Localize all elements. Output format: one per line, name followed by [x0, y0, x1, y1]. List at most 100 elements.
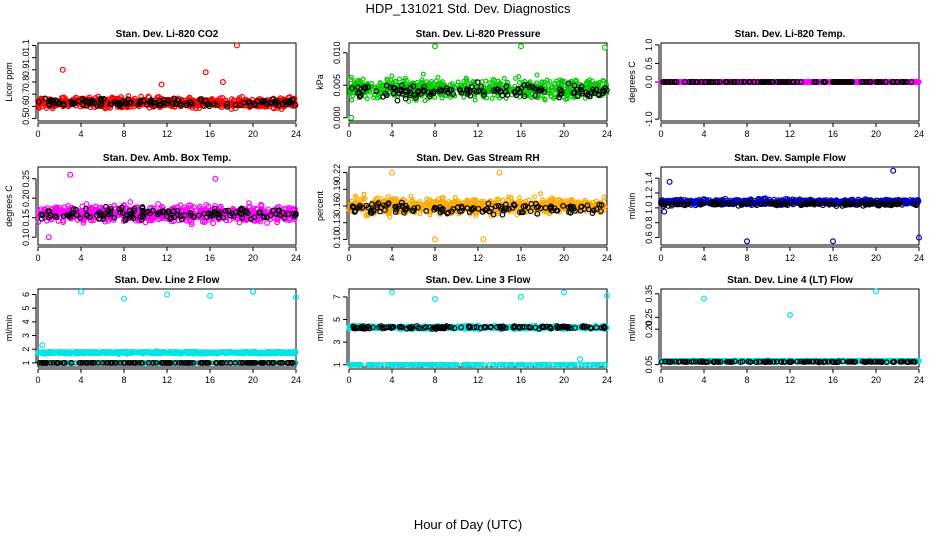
y-tick-label: 0.9: [21, 64, 31, 77]
data-point: [67, 171, 74, 178]
x-tick-label: 16: [828, 129, 838, 139]
data-point: [213, 102, 220, 108]
data-point: [407, 84, 414, 91]
x-tick-label: 20: [248, 129, 258, 139]
y-tick-label: 0.010: [332, 41, 342, 64]
x-tick-label: 4: [389, 129, 394, 139]
data-point: [224, 103, 230, 110]
data-point: [172, 100, 179, 107]
data-point: [68, 101, 75, 107]
y-axis-label: degrees C: [627, 61, 637, 103]
data-point: [348, 74, 354, 80]
data-point: [419, 80, 425, 86]
data-point: [97, 103, 104, 109]
x-tick-label: 8: [744, 253, 749, 263]
data-point: [489, 95, 495, 101]
data-point: [829, 238, 836, 245]
panel-title: Stan. Dev. Li-820 Temp.: [735, 29, 846, 40]
y-tick-label: 0.6: [21, 100, 31, 113]
y-axis-label: percent: [315, 190, 325, 221]
x-tick-label: 12: [473, 129, 483, 139]
data-point: [481, 89, 487, 96]
data-point: [136, 100, 143, 106]
data-point: [348, 77, 354, 83]
data-point: [247, 102, 254, 109]
data-point: [890, 167, 897, 174]
data-point: [360, 76, 366, 82]
x-tick-label: 12: [162, 129, 172, 139]
series-points: [35, 171, 299, 241]
data-point: [541, 89, 548, 95]
data-point: [679, 79, 686, 85]
x-tick-label: 24: [291, 253, 301, 263]
x-tick-label: 20: [871, 253, 881, 263]
data-point: [571, 82, 578, 89]
data-point: [545, 90, 551, 96]
data-point: [603, 87, 610, 93]
data-point: [45, 234, 52, 241]
x-tick-label: 12: [162, 253, 172, 263]
data-point: [410, 83, 417, 90]
x-tick-label: 16: [205, 375, 215, 385]
x-tick-label: 8: [121, 129, 126, 139]
data-point: [362, 93, 368, 99]
data-point: [461, 94, 467, 100]
data-point: [481, 94, 487, 100]
x-tick-label: 16: [828, 253, 838, 263]
y-tick-label: 0.7: [21, 88, 31, 101]
y-tick-label: 1.1: [21, 39, 31, 52]
x-tick-label: 0: [346, 129, 351, 139]
x-tick-label: 4: [78, 129, 83, 139]
series-points: [35, 288, 300, 366]
x-tick-label: 0: [35, 253, 40, 263]
x-tick-label: 20: [248, 253, 258, 263]
data-point: [42, 95, 49, 102]
x-tick-label: 20: [248, 375, 258, 385]
data-point: [388, 77, 394, 83]
x-tick-label: 24: [602, 253, 612, 263]
data-point: [563, 96, 569, 102]
x-tick-label: 24: [914, 253, 924, 263]
data-point: [521, 82, 528, 89]
data-point: [392, 79, 398, 85]
data-point: [480, 236, 487, 243]
y-axis-label: ml/min: [627, 193, 637, 220]
data-point: [574, 93, 581, 100]
data-point: [390, 84, 397, 91]
data-point: [125, 93, 132, 100]
data-point: [566, 87, 572, 93]
x-tick-label: 12: [785, 253, 795, 263]
data-point: [200, 102, 206, 109]
data-point: [389, 169, 396, 176]
data-point: [433, 83, 439, 89]
chart-panel-3: Stan. Dev. Li-820 Temp.0 4 8 12 16 20 24-1.00.…: [627, 29, 924, 139]
data-point: [432, 236, 439, 243]
series-points: [35, 42, 299, 112]
data-point: [383, 82, 390, 89]
data-point: [264, 220, 270, 226]
data-point: [501, 75, 507, 81]
data-point: [481, 91, 487, 98]
data-point: [157, 102, 164, 109]
data-point: [495, 78, 501, 84]
data-point: [398, 82, 405, 89]
data-point: [145, 93, 152, 100]
panel-title: Stan. Dev. Line 2 Flow: [115, 275, 220, 286]
data-point: [401, 78, 407, 84]
y-tick-label: 1.0: [644, 202, 654, 215]
data-point: [83, 102, 90, 109]
y-axis-label: degrees C: [4, 185, 14, 227]
x-tick-label: 24: [291, 129, 301, 139]
data-point: [202, 69, 209, 76]
data-point: [551, 94, 557, 100]
y-axis-label: kPa: [315, 74, 325, 90]
data-point: [442, 87, 449, 94]
data-point: [516, 74, 522, 80]
data-point: [269, 99, 276, 106]
data-point: [377, 94, 383, 100]
data-point: [413, 94, 419, 101]
data-point: [402, 88, 409, 94]
data-point: [246, 99, 253, 106]
